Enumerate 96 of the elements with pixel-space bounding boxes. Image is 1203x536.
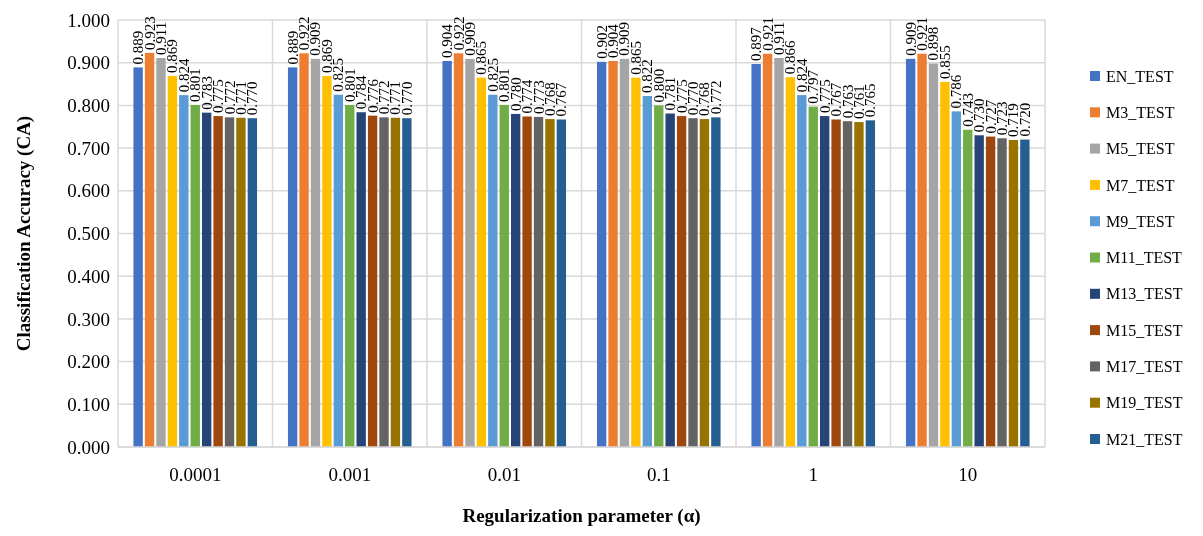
bar — [179, 95, 189, 447]
bar — [974, 135, 984, 447]
y-tick-label: 0.700 — [67, 137, 110, 159]
bar — [642, 96, 653, 447]
bar — [940, 81, 950, 447]
bar — [533, 116, 544, 447]
y-tick-label: 0.000 — [67, 436, 110, 458]
bar — [905, 58, 916, 447]
bar — [808, 106, 818, 447]
y-tick-label: 0.800 — [67, 95, 110, 117]
y-tick-label: 0.200 — [67, 351, 110, 373]
bar — [356, 112, 366, 447]
bar — [167, 75, 178, 447]
legend-label: EN_TEST — [1106, 67, 1174, 85]
legend-label: M11_TEST — [1106, 249, 1183, 267]
legend-label: M3_TEST — [1106, 103, 1175, 121]
y-tick-label: 0.900 — [67, 52, 110, 74]
bar — [865, 120, 876, 447]
legend-label: M15_TEST — [1106, 321, 1183, 339]
bar — [608, 60, 618, 447]
bar — [442, 60, 452, 447]
bar — [654, 105, 664, 447]
bar — [144, 52, 155, 447]
bar — [797, 95, 807, 447]
bar — [367, 115, 378, 447]
x-tick-label: 0.001 — [328, 464, 372, 485]
bar — [310, 58, 321, 447]
bar — [465, 58, 475, 447]
bar — [333, 94, 344, 447]
bar — [213, 116, 223, 447]
bar — [1008, 139, 1019, 447]
bar — [631, 77, 641, 447]
bar — [619, 58, 630, 447]
bar — [963, 129, 973, 447]
bar — [224, 117, 235, 447]
bar — [156, 58, 166, 447]
legend-label: M7_TEST — [1106, 176, 1175, 194]
bar — [762, 53, 773, 447]
bar — [201, 112, 212, 447]
x-tick-label: 1 — [808, 464, 818, 485]
bar — [476, 77, 487, 447]
bar — [688, 118, 698, 447]
bar — [322, 75, 332, 447]
legend-label: M17_TEST — [1106, 358, 1183, 375]
bar — [402, 118, 412, 447]
bar — [699, 119, 710, 447]
y-tick-label: 0.100 — [67, 393, 110, 415]
bar — [951, 111, 962, 447]
bar — [676, 116, 687, 447]
bar — [842, 121, 853, 447]
bar — [665, 113, 675, 447]
bar — [545, 119, 555, 447]
bar — [751, 63, 761, 447]
bar — [379, 117, 389, 447]
bar — [711, 117, 721, 447]
legend-label: M19_TEST — [1106, 394, 1183, 412]
bar — [190, 104, 200, 447]
bar — [854, 122, 864, 447]
bar — [345, 104, 355, 447]
y-tick-label: 0.500 — [67, 223, 110, 245]
y-tick-label: 0.300 — [67, 308, 110, 330]
bar — [499, 104, 509, 447]
legend-label: M21_TEST — [1106, 430, 1183, 448]
bar — [287, 67, 298, 447]
bar — [785, 77, 796, 447]
y-tick-label: 1.000 — [67, 9, 110, 31]
bar — [133, 67, 143, 447]
bar — [236, 117, 246, 447]
bar — [453, 53, 464, 447]
y-axis-title: Classification Accuracy (CA) — [13, 115, 35, 352]
bar — [819, 116, 830, 447]
legend-label: M9_TEST — [1106, 212, 1175, 230]
bar — [488, 94, 498, 447]
x-tick-label: 0.1 — [646, 464, 671, 485]
x-axis-title: Regularization parameter (α) — [462, 505, 701, 527]
bar — [985, 136, 996, 447]
bar — [247, 118, 258, 447]
legend-label: M13_TEST — [1106, 285, 1183, 303]
x-tick-label: 0.0001 — [169, 464, 222, 485]
bar — [522, 116, 532, 447]
legend-label: M5_TEST — [1106, 140, 1175, 158]
bar — [917, 53, 927, 447]
x-tick-label: 0.01 — [487, 464, 521, 485]
bar — [556, 119, 567, 447]
bar — [299, 53, 309, 447]
bar — [928, 63, 939, 447]
y-tick-label: 0.600 — [67, 180, 110, 202]
bar — [997, 138, 1007, 447]
x-tick-label: 10 — [958, 464, 978, 485]
bar — [831, 119, 841, 447]
bar — [1020, 139, 1030, 447]
bar — [390, 117, 401, 447]
bar — [510, 113, 521, 447]
bar — [774, 58, 784, 447]
y-tick-label: 0.400 — [67, 265, 110, 287]
bar — [596, 61, 607, 447]
